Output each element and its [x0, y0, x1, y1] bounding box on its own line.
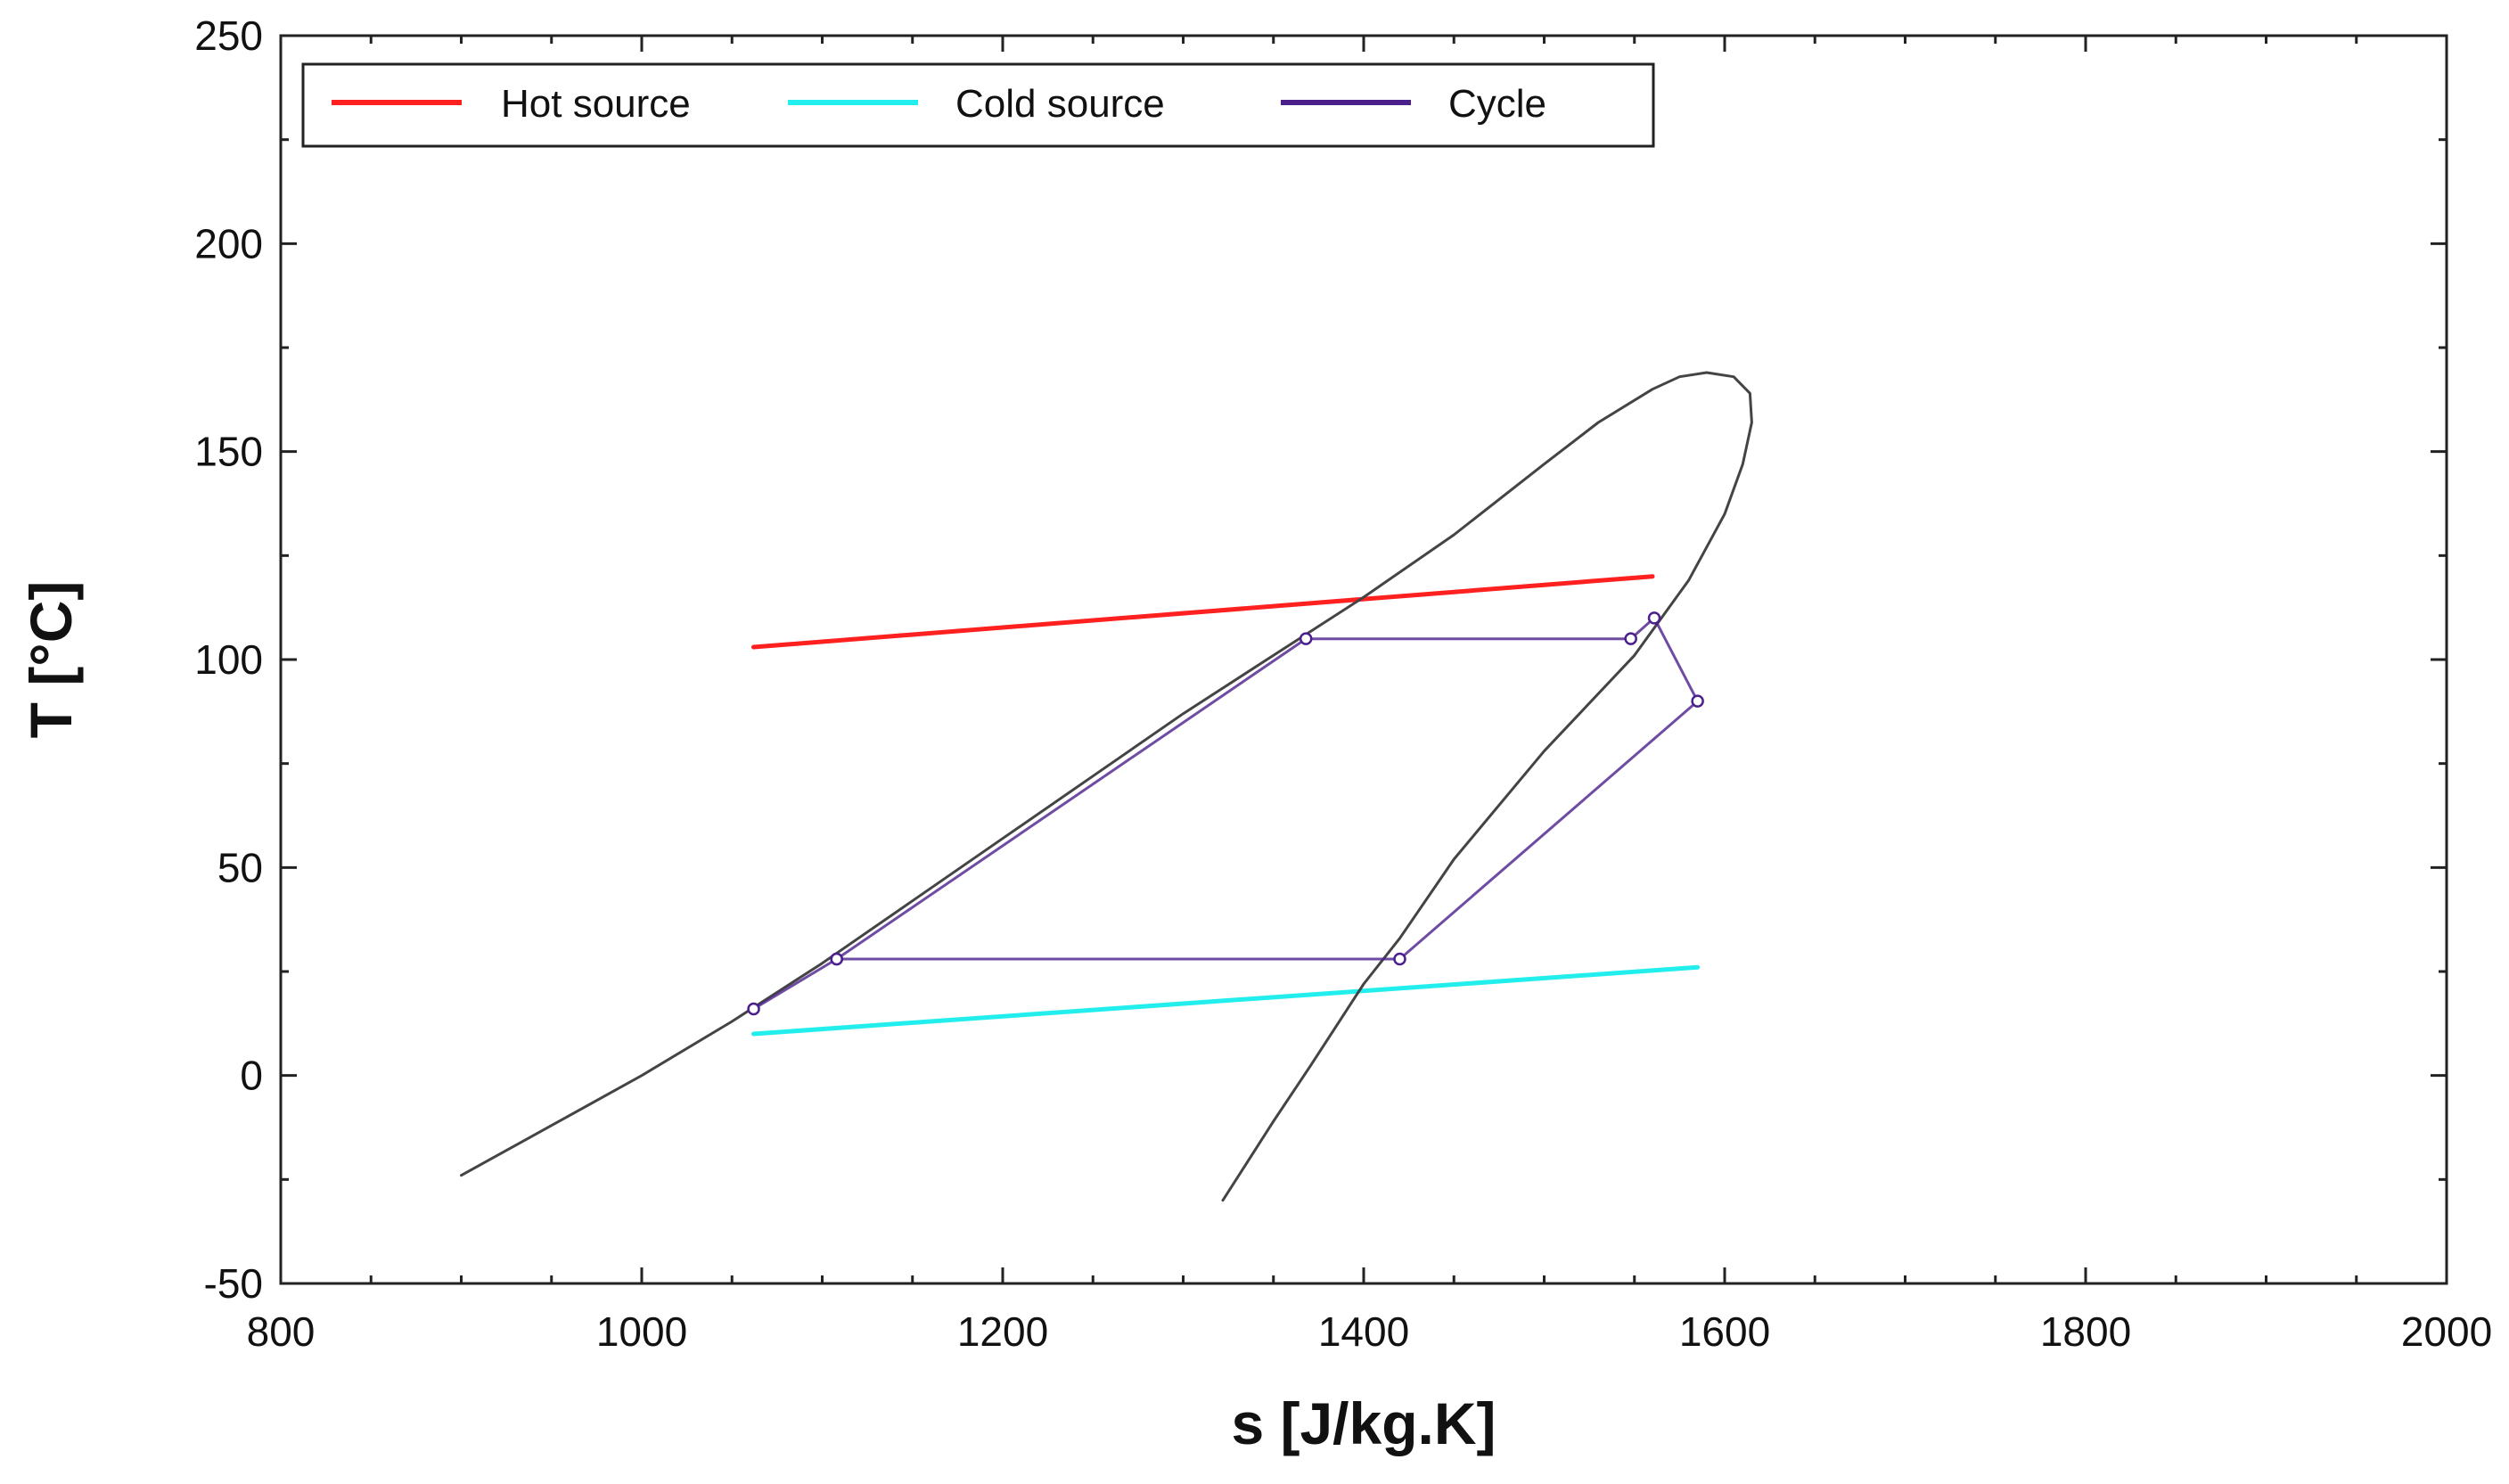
- cycle-state-point: [1647, 611, 1661, 625]
- axis-tick-labels: 800 1000 1200 1400 1600 1800 2000 -50 0 50 100 150 2…: [194, 12, 2492, 1355]
- legend-label-hot-source: Hot source: [501, 82, 691, 126]
- legend-box: [301, 62, 1655, 148]
- y-tick-label: -50: [204, 1260, 263, 1307]
- x-tick-label: 1600: [1679, 1308, 1770, 1355]
- y-tick-label: 100: [194, 636, 263, 683]
- series-layer: [460, 371, 1753, 1202]
- x-tick-label: 1200: [957, 1308, 1048, 1355]
- legend-label-cold-source: Cold source: [955, 82, 1165, 126]
- cycle-markers: [747, 611, 1704, 1016]
- legend: Hot source Cold source Cycle: [301, 62, 1655, 148]
- x-tick-label: 800: [247, 1308, 316, 1355]
- y-axis-title: T [°C]: [18, 581, 84, 739]
- legend-label-cycle: Cycle: [1448, 82, 1546, 126]
- series-line-cycle: [752, 616, 1700, 1011]
- x-tick-label: 1000: [596, 1308, 687, 1355]
- cycle-state-point: [830, 952, 843, 966]
- series-line-cold-source: [751, 964, 1701, 1037]
- y-tick-label: 50: [217, 844, 263, 890]
- x-axis-title: s [J/kg.K]: [1231, 1390, 1496, 1456]
- series-line-saturation-dome: [460, 371, 1753, 1202]
- y-tick-label: 0: [240, 1053, 263, 1099]
- cycle-state-point: [1299, 632, 1313, 645]
- axis-ticks: [279, 34, 2448, 1285]
- y-tick-label: 200: [194, 220, 263, 266]
- cycle-state-point: [1691, 694, 1704, 708]
- x-tick-label: 1800: [2040, 1308, 2131, 1355]
- cycle-state-point: [1624, 632, 1637, 645]
- x-tick-label: 2000: [2401, 1308, 2492, 1355]
- x-tick-label: 1400: [1318, 1308, 1409, 1355]
- cycle-state-point: [1393, 952, 1406, 966]
- y-tick-label: 250: [194, 12, 263, 59]
- y-tick-label: 150: [194, 429, 263, 475]
- series-line-hot-source: [751, 574, 1655, 650]
- cycle-state-point: [747, 1002, 760, 1016]
